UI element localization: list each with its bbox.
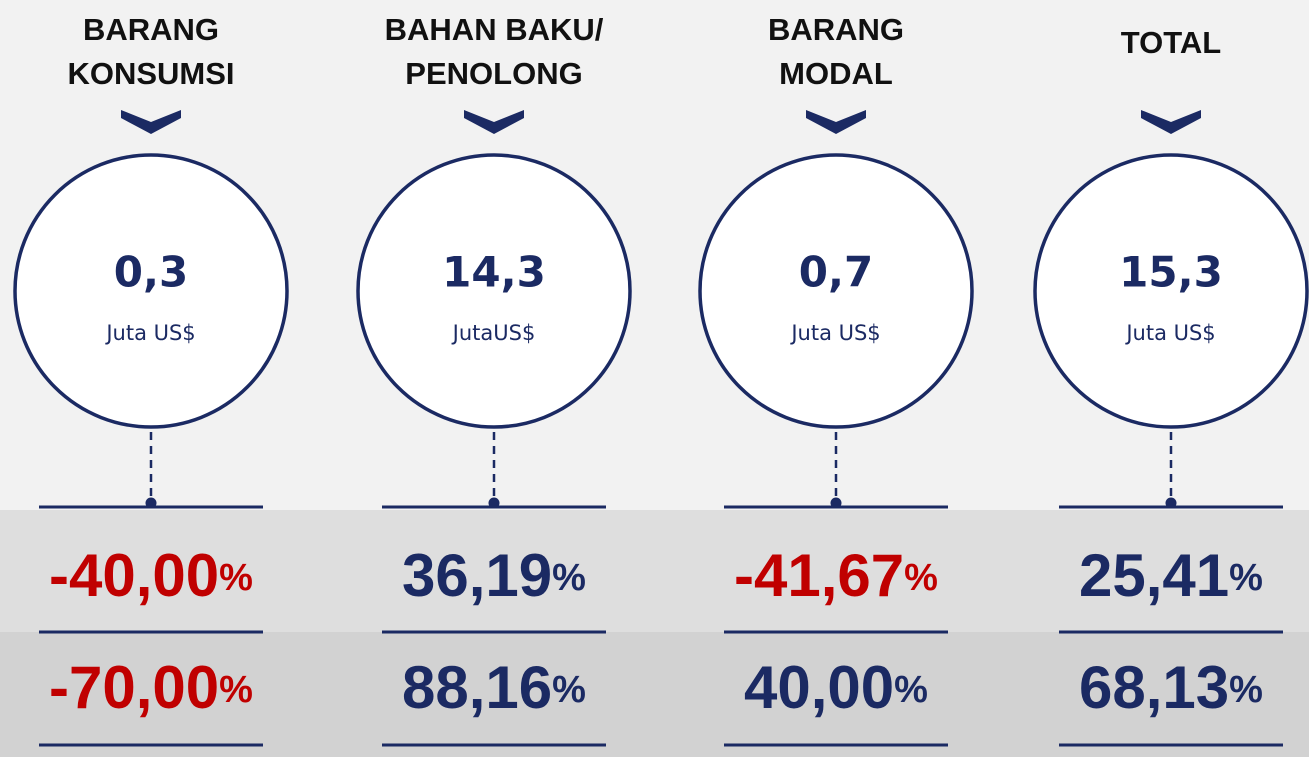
value: 14,3	[442, 248, 546, 297]
chevron	[464, 110, 524, 134]
chevron	[1141, 110, 1201, 134]
percent-value: 36,19	[402, 542, 552, 609]
percent-value: 68,13	[1079, 654, 1229, 721]
value: 0,3	[114, 248, 188, 297]
percent-change: 25,41%	[1079, 542, 1263, 609]
column-title: BAHAN BAKU/	[385, 12, 604, 47]
column-title: BARANG	[83, 12, 219, 47]
circle	[698, 153, 974, 429]
unit: Juta US$	[104, 321, 195, 345]
percent-value: 40,00	[744, 654, 894, 721]
column-title: BARANG	[768, 12, 904, 47]
percent-unit: %	[219, 669, 253, 711]
percent-unit: %	[552, 669, 586, 711]
column-title: MODAL	[779, 56, 893, 91]
percent-value: 88,16	[402, 654, 552, 721]
unit: JutaUS$	[451, 321, 536, 345]
chevron	[121, 110, 181, 134]
unit: Juta US$	[789, 321, 880, 345]
percent-change: -70,00%	[49, 654, 253, 721]
percent-value: -70,00	[49, 654, 219, 721]
column-title: KONSUMSI	[67, 56, 234, 91]
percent-unit: %	[219, 557, 253, 599]
value: 15,3	[1119, 248, 1223, 297]
circle	[356, 153, 632, 429]
percent-value: 25,41	[1079, 542, 1229, 609]
percent-unit: %	[894, 669, 928, 711]
percent-change: 68,13%	[1079, 654, 1263, 721]
row-band	[0, 510, 1309, 632]
column-title: TOTAL	[1121, 25, 1221, 60]
percent-unit: %	[552, 557, 586, 599]
column-title: PENOLONG	[405, 56, 582, 91]
percent-value: -40,00	[49, 542, 219, 609]
percent-change: -40,00%	[49, 542, 253, 609]
row-band	[0, 632, 1309, 757]
circle	[13, 153, 289, 429]
percent-change: 36,19%	[402, 542, 586, 609]
circle	[1033, 153, 1309, 429]
percent-change: 40,00%	[744, 654, 928, 721]
value: 0,7	[799, 248, 873, 297]
unit: Juta US$	[1124, 321, 1215, 345]
percent-unit: %	[1229, 669, 1263, 711]
percent-unit: %	[1229, 557, 1263, 599]
percent-change: 88,16%	[402, 654, 586, 721]
percent-value: -41,67	[734, 542, 904, 609]
chevron	[806, 110, 866, 134]
percent-unit: %	[904, 557, 938, 599]
percent-change: -41,67%	[734, 542, 938, 609]
